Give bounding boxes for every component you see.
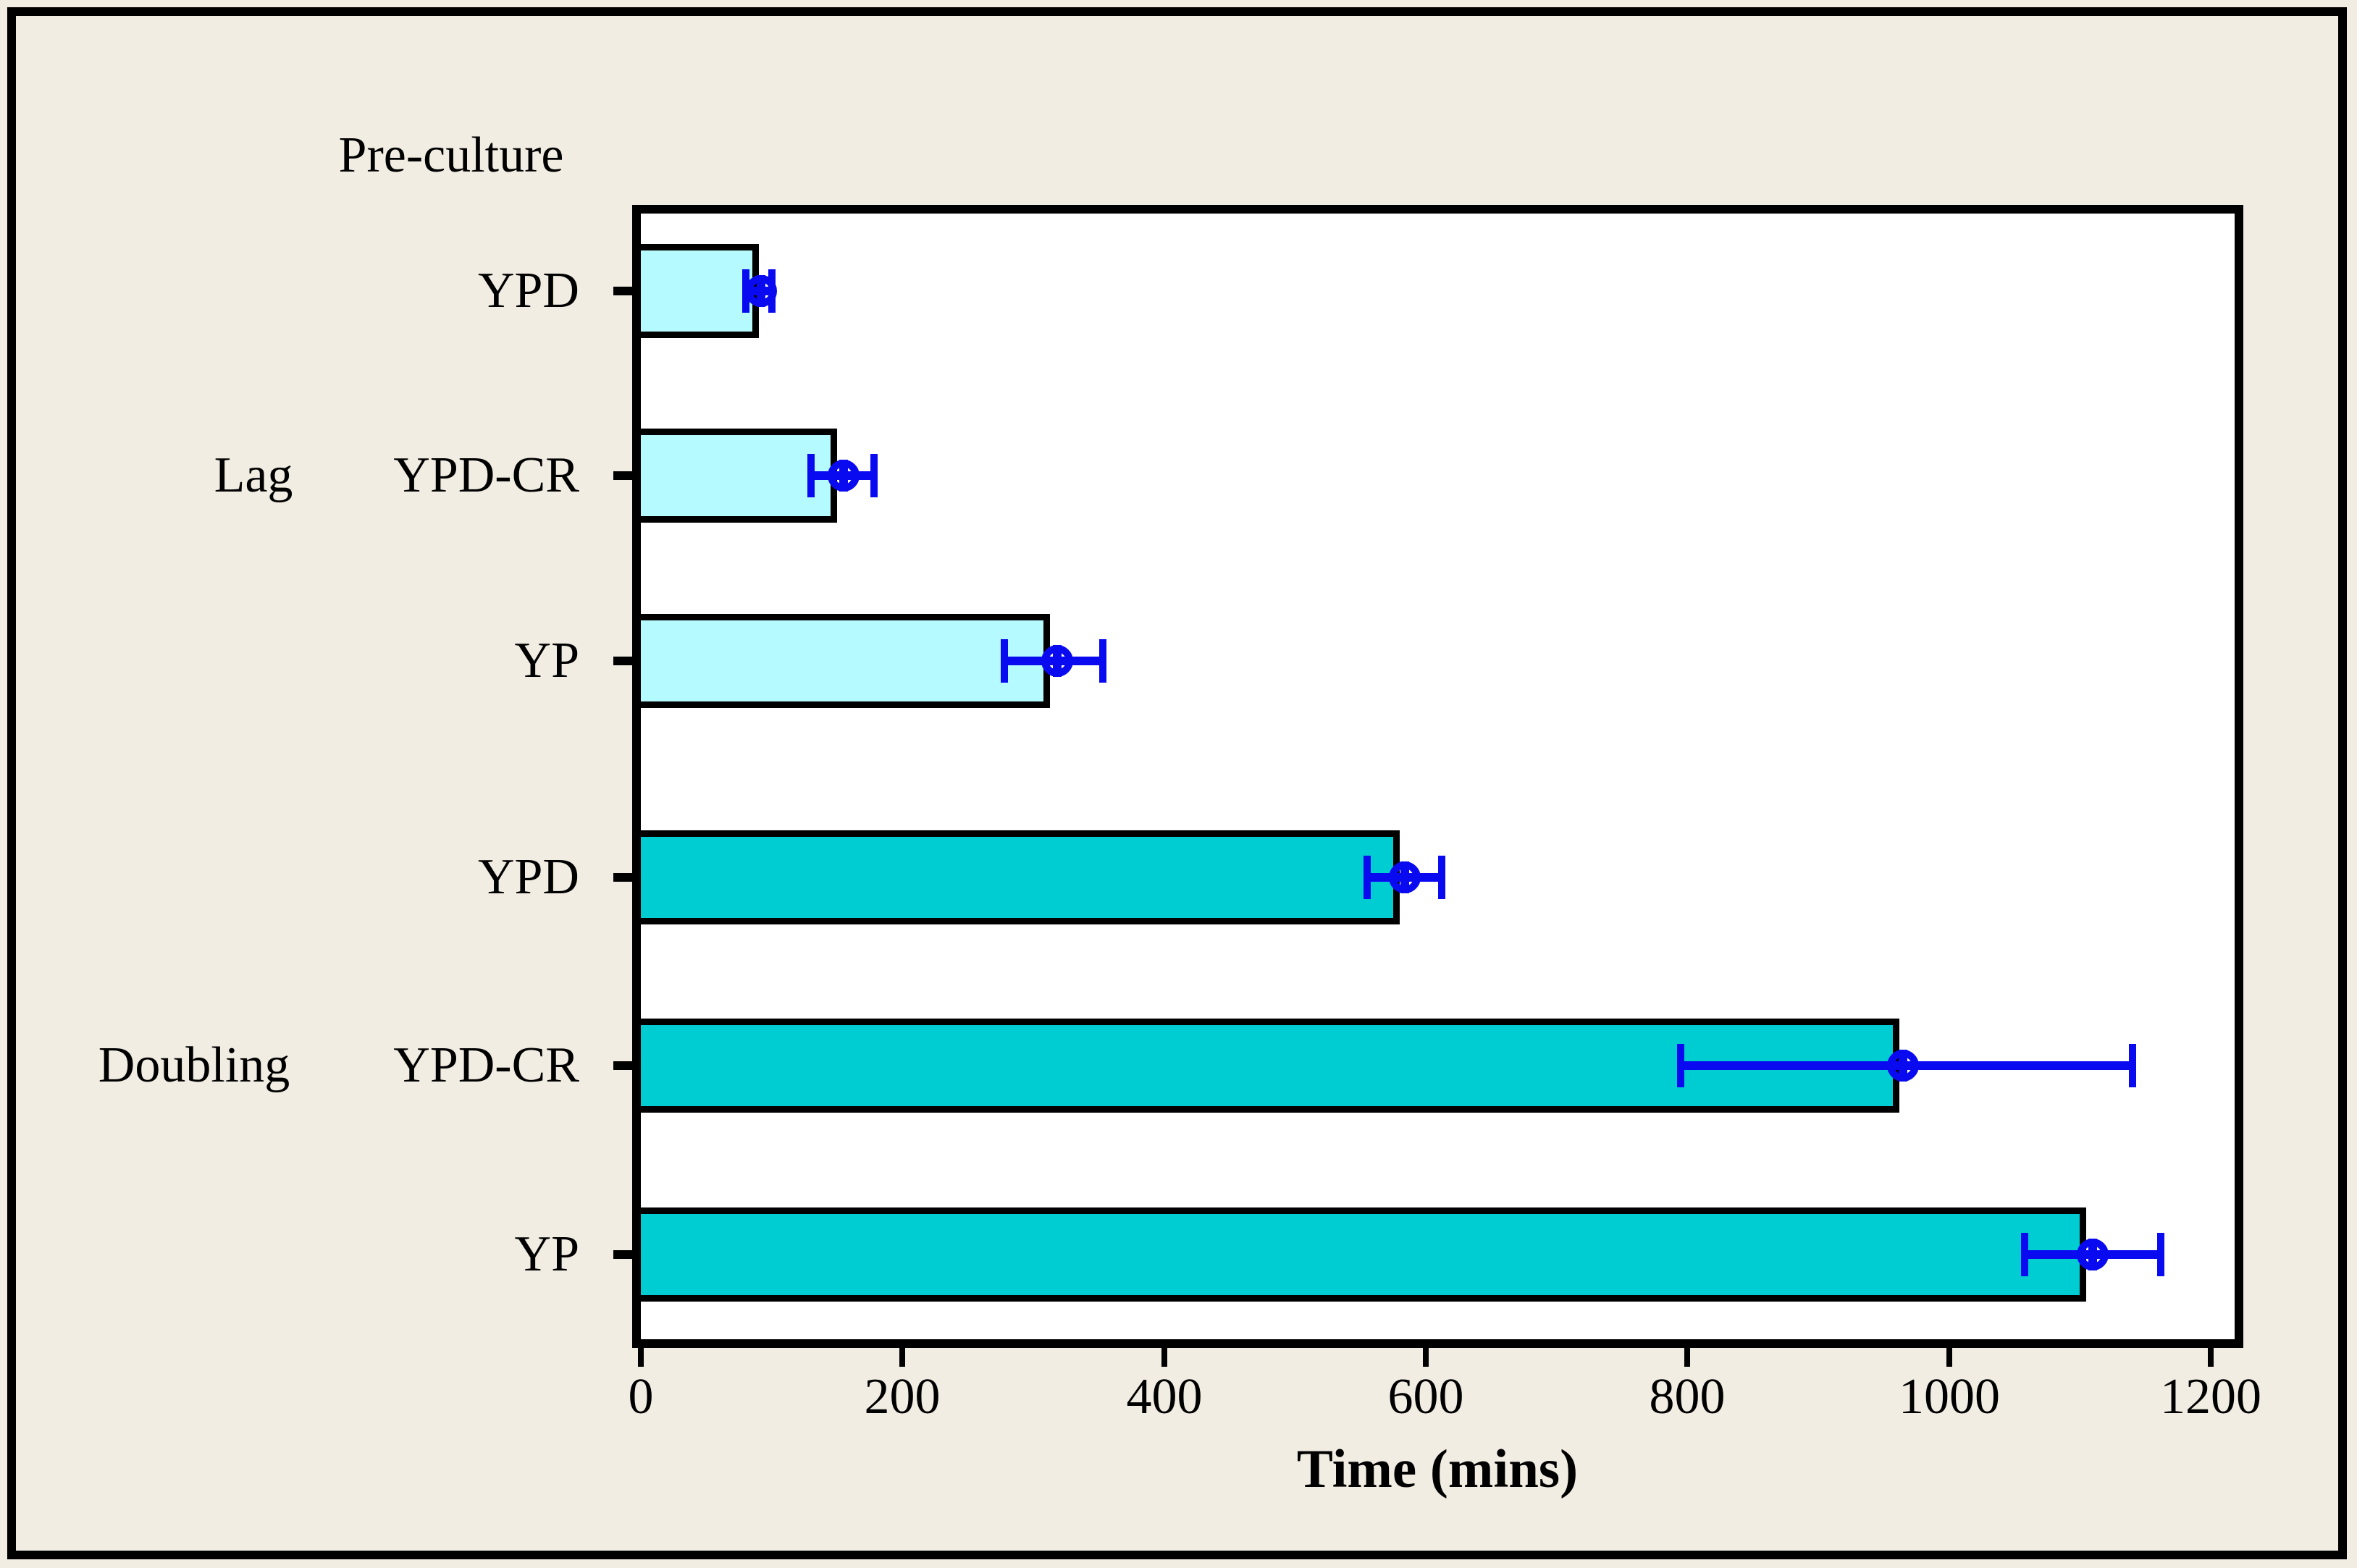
category-label-ypd: YPD [477, 263, 579, 319]
x-axis-tick-1000 [1946, 1348, 1952, 1367]
x-axis-tick-label-0: 0 [628, 1369, 654, 1425]
error-marker-circle [2077, 1239, 2109, 1270]
y-axis-tick [613, 471, 632, 480]
error-marker-circle [1389, 861, 1421, 893]
category-label-ypd-cr: YPD-CR [393, 447, 579, 503]
category-axis-header: Pre-culture [338, 127, 564, 183]
error-bar-cap-low [1001, 639, 1008, 683]
x-axis-tick-label-1000: 1000 [1899, 1369, 2000, 1425]
plot-inner [641, 214, 2235, 1339]
category-label-ypd: YPD [477, 849, 579, 905]
bar-lag-ypd [641, 244, 759, 338]
x-axis-tick-label-1200: 1200 [2160, 1369, 2261, 1425]
bar-lag-yp [641, 614, 1050, 708]
error-marker-circle [745, 275, 777, 307]
error-bar-cap-high [2129, 1044, 2136, 1087]
x-axis-tick-label-400: 400 [1126, 1369, 1203, 1425]
x-axis-tick-200 [899, 1348, 905, 1367]
bar-lag-ypd-cr [641, 429, 837, 523]
x-axis-tick-label-800: 800 [1649, 1369, 1726, 1425]
x-axis-tick-400 [1161, 1348, 1167, 1367]
error-bar-cap-low [807, 454, 815, 497]
plot-area [632, 205, 2243, 1348]
bar-doubling-ypd [641, 830, 1400, 924]
x-axis-title: Time (mins) [1296, 1439, 1579, 1499]
error-bar-cap-high [2157, 1233, 2164, 1276]
y-axis-tick [613, 873, 632, 882]
error-bar-cap-low [2021, 1233, 2028, 1276]
category-label-ypd-cr: YPD-CR [393, 1037, 579, 1093]
error-bar-cap-low [1677, 1044, 1684, 1087]
x-axis-tick-label-600: 600 [1387, 1369, 1464, 1425]
x-axis-tick-600 [1423, 1348, 1429, 1367]
bar-doubling-yp [641, 1207, 2086, 1302]
error-marker-circle [828, 460, 860, 492]
y-axis-tick [613, 287, 632, 295]
group-label-lag: Lag [214, 447, 293, 503]
x-axis-tick-0 [638, 1348, 644, 1367]
error-bar-cap-high [1099, 639, 1106, 683]
x-axis-tick-1200 [2208, 1348, 2214, 1367]
error-bar-cap-high [870, 454, 878, 497]
y-axis-tick [613, 1061, 632, 1070]
x-axis-tick-800 [1684, 1348, 1690, 1367]
error-bar-cap-low [1364, 856, 1371, 899]
x-axis-tick-label-200: 200 [864, 1369, 941, 1425]
category-label-yp: YP [514, 1226, 579, 1282]
group-label-doubling: Doubling [98, 1037, 290, 1093]
y-axis-tick [613, 1250, 632, 1259]
category-label-yp: YP [514, 633, 579, 688]
error-marker-circle [1041, 645, 1073, 677]
error-bar-cap-high [1438, 856, 1445, 899]
error-marker-circle [1887, 1050, 1919, 1082]
y-axis-tick [613, 657, 632, 665]
